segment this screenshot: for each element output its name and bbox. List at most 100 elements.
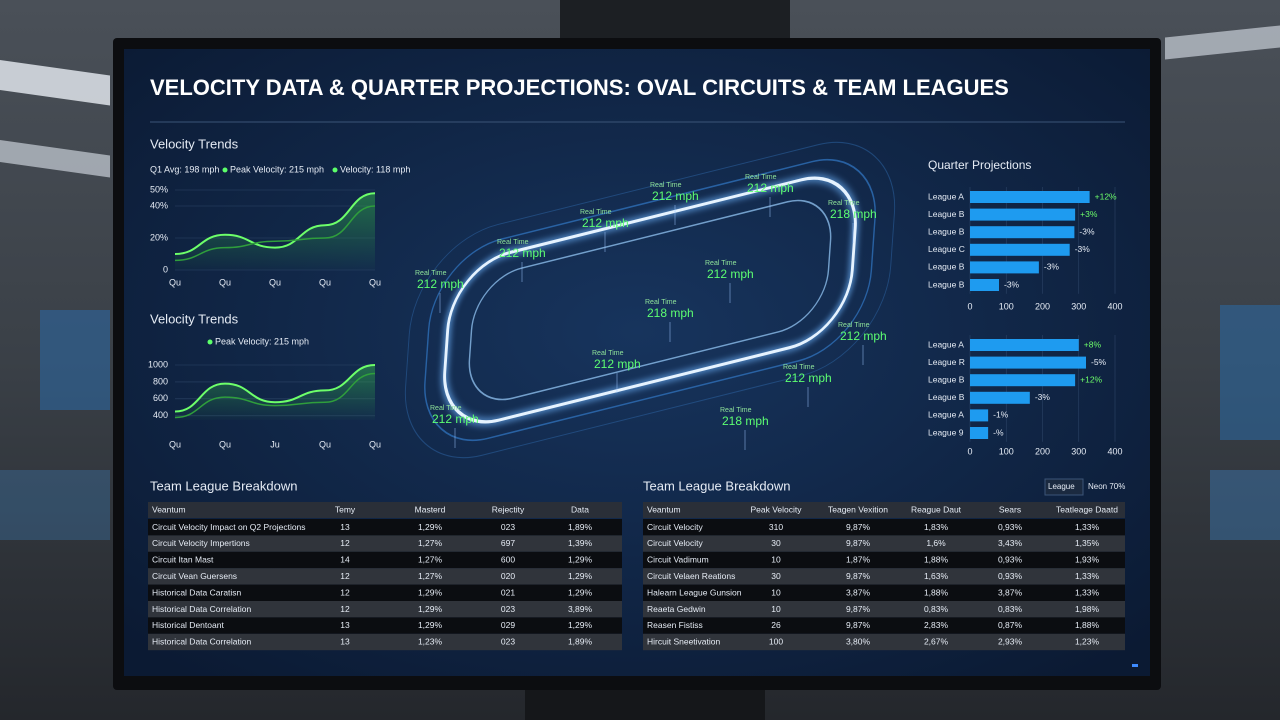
callout-speed: 212 mph bbox=[582, 216, 629, 230]
table-header: Rejectity bbox=[492, 504, 525, 514]
table-row-bg bbox=[148, 568, 622, 585]
background-screen bbox=[1220, 305, 1280, 440]
table-cell: 3,80% bbox=[846, 637, 871, 647]
x-tick-label: Ju bbox=[270, 439, 280, 449]
y-tick-label: 400 bbox=[153, 410, 168, 420]
table-cell: 1,89% bbox=[568, 637, 593, 647]
y-tick-label: 50% bbox=[150, 184, 168, 194]
callout-speed: 212 mph bbox=[747, 181, 794, 195]
table-row-bg bbox=[148, 519, 622, 536]
callout-speed: 218 mph bbox=[647, 306, 694, 320]
table-cell: 10 bbox=[771, 587, 781, 597]
bar-label: League B bbox=[928, 279, 965, 289]
callout-caption: Real Time bbox=[645, 299, 677, 306]
table-cell: 1,29% bbox=[568, 587, 593, 597]
table-row-bg bbox=[148, 551, 622, 569]
bar-change: -5% bbox=[1091, 357, 1107, 367]
table-cell: 13 bbox=[340, 522, 350, 532]
table-cell: 0,83% bbox=[924, 604, 949, 614]
table-row-bg bbox=[643, 617, 1125, 634]
table-header: Teagen Vexition bbox=[828, 504, 888, 514]
bar bbox=[970, 226, 1075, 239]
table-cell: 30 bbox=[771, 571, 781, 581]
bar bbox=[970, 374, 1076, 387]
table-cell: 310 bbox=[769, 522, 783, 532]
callout-speed: 212 mph bbox=[499, 246, 546, 260]
x-tick-label: 400 bbox=[1107, 446, 1122, 456]
bar-label: League R bbox=[928, 357, 965, 367]
legend-entry: Peak Velocity: 215 mph bbox=[215, 336, 309, 346]
table-cell: 021 bbox=[501, 587, 515, 597]
ceiling-light bbox=[0, 140, 110, 178]
legend-dot bbox=[207, 339, 213, 345]
table-cell: 1,88% bbox=[1075, 620, 1100, 630]
x-tick-label: 0 bbox=[967, 446, 972, 456]
table-cell: 2,93% bbox=[998, 637, 1023, 647]
callout-caption: Real Time bbox=[430, 405, 462, 412]
panel-title: Velocity Trends bbox=[150, 311, 239, 326]
ceiling-light bbox=[0, 60, 110, 106]
table-cell: 1,29% bbox=[568, 571, 593, 581]
table-cell: Hircuit Sneetivation bbox=[647, 637, 721, 647]
table-row-bg bbox=[148, 601, 622, 618]
bar bbox=[970, 427, 989, 439]
table-cell: 1,6% bbox=[926, 538, 946, 548]
legend-dot bbox=[222, 167, 228, 173]
bar-label: League B bbox=[928, 374, 965, 384]
table-row-bg bbox=[148, 617, 622, 634]
x-tick-label: Qu bbox=[219, 277, 231, 287]
x-tick-label: Qu bbox=[269, 277, 281, 287]
control-label: Neon 70% bbox=[1088, 482, 1125, 491]
callout-caption: Real Time bbox=[783, 364, 815, 371]
callout-speed: 212 mph bbox=[432, 412, 479, 426]
table-row-bg bbox=[643, 584, 1125, 601]
x-tick-label: 400 bbox=[1107, 301, 1122, 311]
line-series bbox=[174, 192, 376, 255]
table-cell: 1,29% bbox=[568, 620, 593, 630]
table-cell: 1,88% bbox=[924, 587, 949, 597]
callout-speed: 212 mph bbox=[840, 329, 887, 343]
control-button[interactable] bbox=[1044, 478, 1084, 496]
table-cell: Circuit Velaen Reations bbox=[647, 571, 735, 581]
table-cell: 9,87% bbox=[846, 604, 871, 614]
table-cell: 10 bbox=[771, 604, 781, 614]
table-cell: 1,63% bbox=[924, 571, 949, 581]
power-led bbox=[1132, 664, 1138, 667]
table-cell: 13 bbox=[340, 637, 350, 647]
table-cell: 1,29% bbox=[418, 587, 443, 597]
table-cell: 0,93% bbox=[998, 555, 1023, 565]
table-title: Team League Breakdown bbox=[150, 478, 297, 493]
table-cell: 13 bbox=[340, 620, 350, 630]
table-header-bg bbox=[148, 502, 622, 518]
monitor-pole bbox=[560, 0, 790, 42]
table-cell: 020 bbox=[501, 571, 515, 581]
x-tick-label: Qu bbox=[219, 439, 231, 449]
table-row-bg bbox=[643, 535, 1125, 552]
table-cell: 2,67% bbox=[924, 637, 949, 647]
dashboard-title: VELOCITY DATA & QUARTER PROJECTIONS: OVA… bbox=[150, 75, 1009, 100]
y-tick-label: 600 bbox=[153, 393, 168, 403]
bar-change: -3% bbox=[1035, 392, 1051, 402]
table-cell: 1,29% bbox=[418, 620, 443, 630]
bar-label: League 9 bbox=[928, 427, 964, 437]
bar bbox=[970, 261, 1039, 274]
bar bbox=[970, 208, 1076, 221]
table-header: Masterd bbox=[415, 504, 446, 514]
control-label: League bbox=[1048, 482, 1075, 491]
table-header: Veantum bbox=[647, 504, 681, 514]
bar-label: League C bbox=[928, 244, 965, 254]
table-cell: Historical Data Caratisn bbox=[152, 587, 242, 597]
table-cell: 12 bbox=[340, 538, 350, 548]
table-cell: 1,83% bbox=[924, 522, 949, 532]
y-tick-label: 0 bbox=[163, 264, 168, 274]
legend-entry: Q1 Avg: 198 mph bbox=[150, 164, 219, 174]
bar-label: League B bbox=[928, 226, 965, 236]
line-series bbox=[174, 205, 376, 262]
x-tick-label: 200 bbox=[1035, 446, 1050, 456]
legend-entry: Peak Velocity: 215 mph bbox=[230, 164, 324, 174]
table-cell: 30 bbox=[771, 538, 781, 548]
table-header: Peak Velocity bbox=[750, 504, 802, 514]
table-cell: 10 bbox=[771, 555, 781, 565]
x-tick-label: Qu bbox=[319, 439, 331, 449]
oval-track bbox=[404, 141, 896, 459]
